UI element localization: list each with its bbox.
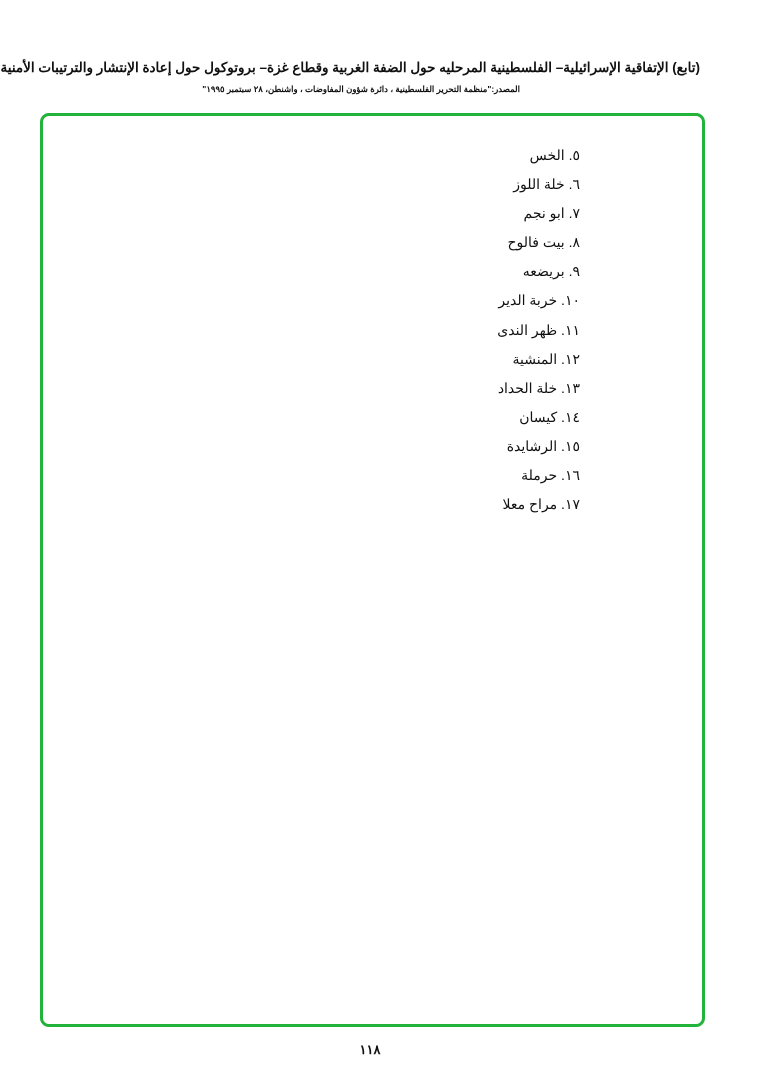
list-item: ١٥. الرشايدة: [506, 437, 580, 454]
list-item: ٩. بريضعه: [522, 263, 580, 280]
page-title: (تابع) الإتفاقية الإسرائيلية– الفلسطينية…: [0, 60, 700, 75]
source-citation: المصدر:"منظمة التحرير الفلسطينية ، دائرة…: [202, 84, 520, 94]
list-item: ٥. الخس: [529, 147, 580, 163]
list-item: ١٤. كيسان: [519, 408, 580, 425]
list-item: ١٠. خربة الدير: [498, 292, 580, 309]
page-number: ١١٨: [359, 1042, 381, 1057]
list-item: ١٧. مراح معلا: [502, 496, 580, 513]
content-frame: [40, 113, 705, 1027]
list-item: ١٢. المنشية: [512, 350, 580, 367]
list-item: ٨. بيت فالوح: [507, 234, 580, 251]
list-item: ٦. خلة اللوز: [513, 176, 580, 193]
list-item: ٧. ابو نجم: [523, 205, 580, 222]
list-item: ١٣. خلة الحداد: [497, 379, 580, 396]
list-item: ١١. ظهر الندى: [497, 321, 580, 338]
locality-list: ٥. الخس ٦. خلة اللوز ٧. ابو نجم ٨. بيت ف…: [497, 145, 580, 523]
list-item: ١٦. حرملة: [521, 467, 580, 484]
